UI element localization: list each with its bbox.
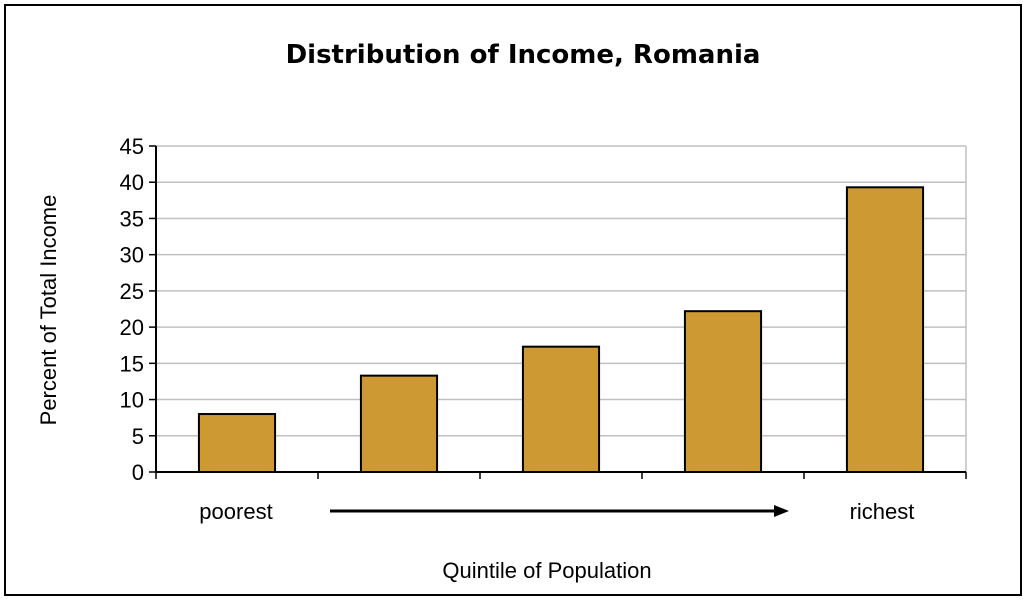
y-tick-label-6: 30: [120, 243, 144, 268]
y-tick-label-7: 35: [120, 206, 144, 231]
bars: [197, 186, 925, 474]
y-tick-label-2: 10: [120, 388, 144, 413]
chart-title: Distribution of Income, Romania: [285, 40, 761, 70]
y-tick-label-3: 15: [120, 351, 144, 376]
x-axis-label: Quintile of Population: [442, 558, 651, 583]
y-tick-label-9: 45: [120, 134, 144, 159]
bar-1: [359, 374, 439, 474]
y-tick-label-5: 25: [120, 279, 144, 304]
bar-3: [683, 310, 763, 473]
y-tick-label-1: 5: [132, 424, 144, 449]
bar-4: [845, 186, 925, 473]
bar-0: [197, 413, 277, 473]
bar-2: [521, 345, 601, 473]
axes: [149, 145, 967, 479]
y-tick-label-8: 40: [120, 170, 144, 195]
x-axis-left-label: poorest: [199, 499, 272, 524]
x-axis-right-label: richest: [850, 499, 915, 524]
tick-labels: 0 5 10 15 20 25 30 35 40 45: [120, 134, 144, 485]
y-axis-label: Percent of Total Income: [36, 195, 61, 426]
y-tick-label-0: 0: [132, 460, 144, 485]
direction-arrow-head-icon: [774, 505, 789, 517]
y-tick-label-4: 20: [120, 315, 144, 340]
